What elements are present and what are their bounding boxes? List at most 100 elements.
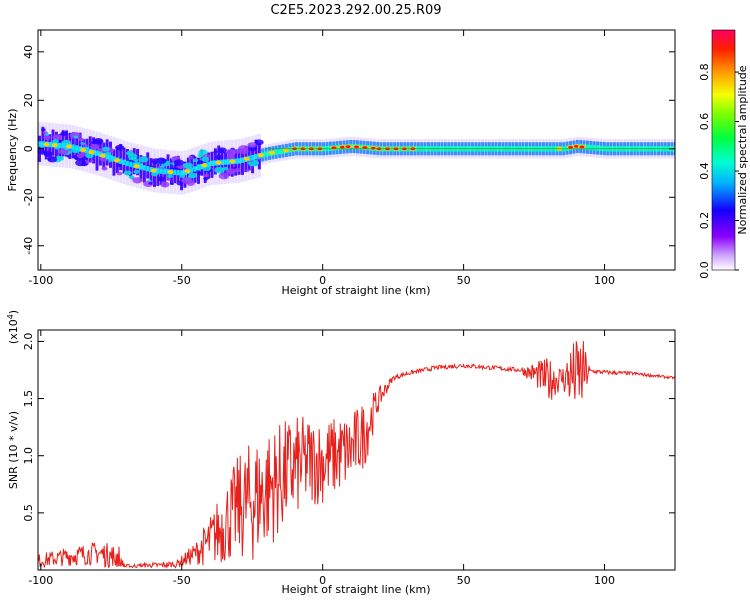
colorbar-tick-label: 0.2 — [698, 212, 711, 230]
heatmap-blob — [102, 146, 110, 152]
heatmap-hot-spot — [113, 158, 120, 163]
heatmap-blob — [44, 133, 50, 136]
heatmap-band-cell — [146, 152, 150, 179]
heatmap-blob — [60, 131, 68, 136]
spectrogram-xlabel: Height of straight line (km) — [281, 284, 430, 297]
snr-exponent-label: (x104) — [6, 310, 20, 344]
heatmap-core-cell — [38, 141, 41, 147]
heatmap-core-cell — [109, 155, 113, 161]
heatmap-peak-spot — [579, 145, 585, 149]
heatmap-core-cell — [176, 169, 180, 176]
heatmap-band-cell — [224, 152, 228, 179]
spectrogram-heatmap — [38, 122, 675, 195]
heatmap-core-cell — [220, 159, 224, 166]
heatmap-blob — [108, 160, 112, 163]
heatmap-core-cell — [207, 161, 211, 167]
spectrogram-xtick-label: 50 — [457, 274, 471, 287]
heatmap-blob — [147, 179, 152, 182]
snr-xtick-label: 100 — [594, 574, 615, 587]
heatmap-core-cell — [234, 158, 238, 164]
heatmap-core-cell — [592, 145, 596, 151]
spectrogram-ytick-label: 0 — [22, 145, 35, 152]
heatmap-peak-spot — [568, 145, 574, 149]
heatmap-core-cell — [58, 142, 62, 149]
heatmap-hot-spot — [43, 142, 50, 147]
heatmap-blob — [239, 148, 249, 155]
snr-ylabel: SNR (10 * v/v) — [7, 411, 20, 489]
snr-xtick-label: 0 — [319, 574, 326, 587]
heatmap-core-cell — [227, 159, 231, 165]
snr-xlabel: Height of straight line (km) — [281, 583, 430, 596]
heatmap-blob — [90, 143, 100, 150]
heatmap-blob — [215, 154, 224, 160]
heatmap-blob — [40, 128, 46, 132]
heatmap-core-cell — [278, 148, 282, 155]
heatmap-core-cell — [48, 141, 52, 148]
spectrogram-ytick-label: -20 — [22, 188, 35, 206]
heatmap-core-cell — [146, 166, 150, 172]
heatmap-hot-spot — [167, 170, 174, 175]
colorbar-tick-label: 0.6 — [698, 113, 711, 130]
heatmap-core-cell — [122, 159, 126, 166]
snr-ytick-label: 1.5 — [22, 390, 35, 408]
heatmap-blob — [181, 176, 193, 184]
heatmap-blob — [76, 153, 85, 159]
heatmap-core-cell — [105, 153, 109, 160]
heatmap-core-cell — [240, 157, 244, 163]
heatmap-blob — [203, 176, 209, 181]
spectrogram-xtick-label: -100 — [28, 274, 53, 287]
heatmap-blob — [85, 153, 94, 159]
heatmap-band-cell — [119, 144, 123, 171]
heatmap-blob — [157, 176, 165, 182]
heatmap-core-cell — [142, 165, 146, 171]
snr-exponent-power: 4 — [6, 314, 15, 319]
heatmap-blob — [247, 142, 257, 148]
heatmap-hot-spot — [150, 168, 157, 173]
heatmap-core-cell — [254, 154, 258, 160]
heatmap-core-cell — [193, 166, 197, 172]
heatmap-blob — [116, 164, 122, 168]
heatmap-peak-spot — [354, 145, 359, 149]
heatmap-blob — [78, 137, 85, 142]
heatmap-peak-spot — [339, 145, 345, 149]
heatmap-core-cell — [98, 151, 102, 157]
snr-frame — [37, 329, 676, 571]
heatmap-core-cell — [585, 144, 589, 150]
heatmap-blob — [192, 158, 199, 163]
heatmap-band-cell — [48, 134, 52, 161]
heatmap-blob — [123, 170, 132, 176]
heatmap-blob — [183, 162, 193, 169]
heatmap-blob — [218, 172, 230, 180]
heatmap-blob — [116, 171, 123, 176]
colorbar-tick-label: 0.8 — [698, 63, 711, 81]
heatmap-blob — [127, 153, 138, 160]
heatmap-core-cell — [359, 144, 363, 150]
heatmap-hot-spot — [229, 159, 236, 164]
heatmap-core-cell — [71, 144, 75, 150]
heatmap-blob — [160, 165, 165, 168]
heatmap-core-cell — [264, 151, 268, 157]
snr-series-line — [38, 341, 675, 569]
heatmap-blob — [138, 156, 149, 163]
heatmap-core-cell — [75, 145, 79, 151]
heatmap-blob — [197, 171, 203, 175]
heatmap-band-cell — [41, 126, 45, 153]
heatmap-blob — [197, 160, 204, 165]
heatmap-blob — [198, 149, 208, 156]
heatmap-blob — [56, 156, 65, 161]
heatmap-core-cell — [596, 145, 600, 151]
heatmap-blob — [66, 155, 71, 158]
spectrogram-xtick-label: 100 — [594, 274, 615, 287]
heatmap-band-cell — [95, 144, 99, 171]
heatmap-blob — [225, 168, 236, 175]
heatmap-peak-spot — [573, 144, 579, 148]
heatmap-core-cell — [237, 158, 241, 164]
heatmap-core-cell — [281, 148, 285, 154]
snr-axis-ticks: -100 -50 0 50 100 0.5 1.0 1.5 2.0 — [22, 330, 675, 587]
snr-ytick-label: 0.5 — [22, 504, 35, 522]
heatmap-hot-spot — [66, 144, 73, 149]
heatmap-core-cell — [159, 168, 163, 174]
snr-exponent-close: ) — [7, 310, 20, 314]
heatmap-core-cell — [224, 159, 228, 165]
heatmap-blob — [173, 159, 184, 166]
